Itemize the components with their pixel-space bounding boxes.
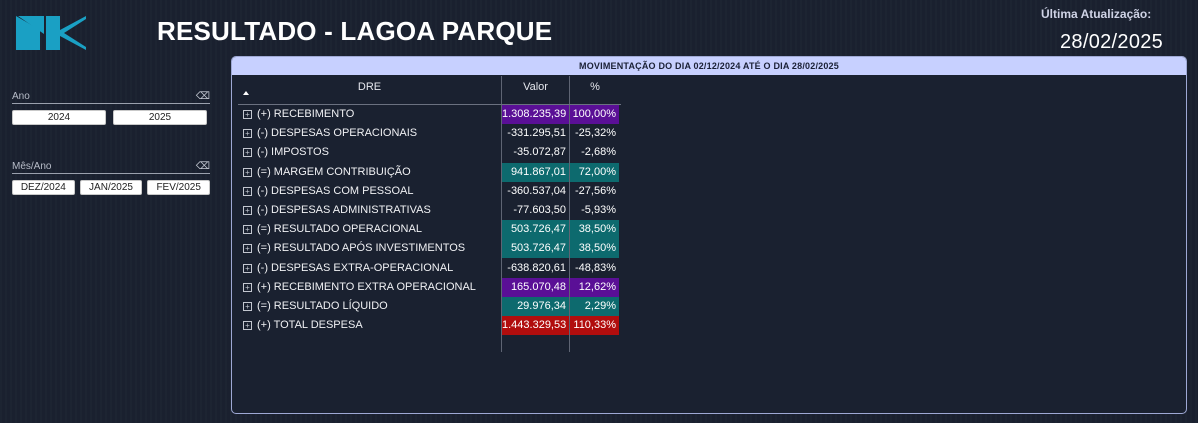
- row-percent: 110,33%: [570, 316, 619, 336]
- row-value: 1.308.235,39: [502, 105, 569, 124]
- row-percent: 38,50%: [570, 220, 619, 240]
- row-value: 941.867,01: [502, 162, 569, 182]
- expand-icon[interactable]: +: [243, 167, 252, 177]
- row-label: (=) RESULTADO LÍQUIDO: [257, 299, 388, 312]
- year-option-2024[interactable]: 2024: [12, 110, 106, 125]
- row-value: -360.537,04: [507, 184, 566, 197]
- dre-panel-title: MOVIMENTAÇÃO DO DIA 02/12/2024 ATÉ O DIA…: [232, 57, 1186, 75]
- row-label: (-) DESPESAS EXTRA-OPERACIONAL: [257, 261, 454, 274]
- expand-icon[interactable]: +: [243, 321, 252, 331]
- column-divider: [501, 76, 502, 352]
- clear-selection-icon[interactable]: ⌫: [195, 91, 210, 102]
- row-percent: 100,00%: [570, 105, 619, 124]
- table-header: DRE Valor %: [238, 76, 621, 105]
- row-value: -35.072,87: [513, 146, 566, 159]
- table-row[interactable]: + (=) RESULTADO LÍQUIDO 29.976,34 2,29%: [238, 296, 621, 316]
- row-label: (+) RECEBIMENTO EXTRA OPERACIONAL: [257, 280, 476, 293]
- expand-icon[interactable]: +: [243, 301, 252, 311]
- expand-icon[interactable]: +: [243, 148, 252, 158]
- row-label: (-) DESPESAS COM PESSOAL: [257, 184, 414, 197]
- table-row[interactable]: + (-) DESPESAS OPERACIONAIS -331.295,51 -25…: [238, 124, 621, 143]
- column-header-dre[interactable]: DRE: [357, 81, 382, 93]
- row-percent: -48,83%: [575, 261, 616, 274]
- table-row[interactable]: + (+) RECEBIMENTO 1.308.235,39 100,00%: [238, 105, 621, 124]
- month-slicer-label: Mês/Ano: [12, 161, 52, 172]
- month-option-jan-2025[interactable]: JAN/2025: [79, 180, 143, 195]
- row-label: (=) RESULTADO APÓS INVESTIMENTOS: [257, 242, 466, 255]
- year-slicer: Ano ⌫ 2024 2025: [12, 91, 210, 125]
- row-value: -638.820,61: [507, 261, 566, 274]
- row-label: (-) DESPESAS ADMINISTRATIVAS: [257, 203, 431, 216]
- expand-icon[interactable]: +: [243, 263, 252, 273]
- row-value: -77.603,50: [513, 203, 566, 216]
- row-value: 165.070,48: [502, 277, 569, 297]
- table-row[interactable]: + (-) DESPESAS EXTRA-OPERACIONAL -638.820,…: [238, 259, 621, 278]
- expand-icon[interactable]: +: [243, 244, 252, 254]
- column-header-valor[interactable]: Valor: [523, 81, 548, 93]
- row-percent: -27,56%: [575, 184, 616, 197]
- update-date: 28/02/2025: [1060, 31, 1164, 53]
- row-value: 1.443.329,53: [502, 316, 569, 336]
- row-percent: 2,29%: [570, 296, 619, 316]
- expand-icon[interactable]: +: [243, 282, 252, 292]
- row-label: (+) TOTAL DESPESA: [257, 319, 363, 332]
- row-percent: 38,50%: [570, 239, 619, 259]
- clear-selection-icon[interactable]: ⌫: [195, 161, 210, 172]
- row-label: (-) IMPOSTOS: [257, 146, 329, 159]
- logo-icon: [16, 16, 86, 50]
- row-percent: -25,32%: [575, 127, 616, 140]
- dre-panel: MOVIMENTAÇÃO DO DIA 02/12/2024 ATÉ O DIA…: [231, 56, 1187, 414]
- month-slicer: Mês/Ano ⌫ DEZ/2024 JAN/2025 FEV/2025: [12, 161, 211, 195]
- row-percent: -5,93%: [581, 203, 616, 216]
- expand-icon[interactable]: +: [243, 110, 252, 119]
- table-row[interactable]: + (-) DESPESAS COM PESSOAL -360.537,04 -27,…: [238, 182, 621, 201]
- table-row[interactable]: + (+) TOTAL DESPESA 1.443.329,53 110,33%: [238, 316, 621, 336]
- table-row[interactable]: + (-) DESPESAS ADMINISTRATIVAS -77.603,50 -…: [238, 201, 621, 220]
- table-row[interactable]: + (+) RECEBIMENTO EXTRA OPERACIONAL 165.07…: [238, 277, 621, 297]
- column-divider: [569, 76, 570, 352]
- row-label: (=) MARGEM CONTRIBUIÇÃO: [257, 165, 411, 178]
- row-value: 29.976,34: [502, 296, 569, 316]
- page-title: RESULTADO - LAGOA PARQUE: [157, 16, 553, 46]
- row-label: (+) RECEBIMENTO: [257, 108, 355, 120]
- table-row[interactable]: + (=) MARGEM CONTRIBUIÇÃO 941.867,01 72,00%: [238, 162, 621, 182]
- expand-icon[interactable]: +: [243, 186, 252, 196]
- row-percent: 12,62%: [570, 277, 619, 297]
- dre-table: DRE Valor % + (+) RECEBIMENTO 1.308.235,39…: [238, 76, 621, 352]
- expand-icon[interactable]: +: [243, 225, 252, 235]
- row-label: (-) DESPESAS OPERACIONAIS: [257, 127, 418, 140]
- table-row[interactable]: + (=) RESULTADO OPERACIONAL 503.726,47 38,5…: [238, 220, 621, 240]
- row-value: 503.726,47: [502, 239, 569, 259]
- column-header-pct[interactable]: %: [590, 81, 600, 93]
- row-label: (=) RESULTADO OPERACIONAL: [257, 223, 422, 236]
- expand-icon[interactable]: +: [243, 205, 252, 215]
- expand-icon[interactable]: +: [243, 129, 252, 139]
- table-body: + (+) RECEBIMENTO 1.308.235,39 100,00% + (-) …: [238, 105, 621, 336]
- month-option-fev-2025[interactable]: FEV/2025: [147, 180, 211, 195]
- row-value: 503.726,47: [502, 220, 569, 240]
- year-option-2025[interactable]: 2025: [113, 110, 207, 125]
- row-value: -331.295,51: [507, 127, 566, 140]
- year-slicer-label: Ano: [12, 91, 30, 102]
- month-option-dez-2024[interactable]: DEZ/2024: [12, 180, 75, 195]
- sort-ascending-icon[interactable]: [243, 91, 249, 95]
- table-row[interactable]: + (=) RESULTADO APÓS INVESTIMENTOS 503.726…: [238, 239, 621, 259]
- table-row[interactable]: + (-) IMPOSTOS -35.072,87 -2,68%: [238, 143, 621, 162]
- row-percent: 72,00%: [570, 162, 619, 182]
- update-label: Última Atualização:: [1041, 7, 1152, 21]
- row-percent: -2,68%: [581, 146, 616, 159]
